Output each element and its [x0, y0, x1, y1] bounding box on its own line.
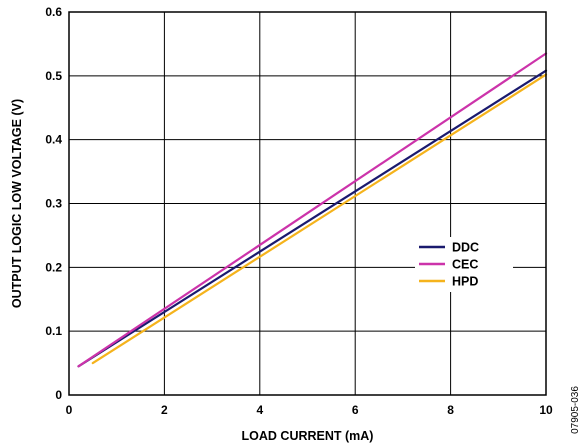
x-tick-labels: 0 2 4 6 8 10 — [66, 403, 553, 417]
plot-frame — [68, 11, 547, 396]
x-tick-label-4: 8 — [447, 403, 454, 417]
grid — [68, 11, 547, 396]
legend: DDC CEC HPD — [415, 237, 513, 292]
x-tick-label-0: 0 — [66, 403, 73, 417]
x-tick-label-1: 2 — [161, 403, 168, 417]
y-tick-label-4: 0.4 — [45, 133, 62, 147]
y-tick-labels: 0 0.1 0.2 0.3 0.4 0.5 0.6 — [45, 5, 62, 402]
series-line-hpd — [91, 73, 548, 365]
series-lines — [77, 52, 548, 368]
x-tick-label-2: 4 — [256, 403, 263, 417]
legend-label-ddc: DDC — [452, 241, 479, 255]
y-axis-title: OUTPUT LOGIC LOW VOLTAGE (V) — [10, 99, 24, 308]
series-line-cec — [77, 52, 548, 368]
legend-label-cec: CEC — [452, 258, 478, 272]
y-tick-label-5: 0.5 — [45, 69, 62, 83]
y-tick-label-1: 0.1 — [45, 324, 62, 338]
x-axis-title: LOAD CURRENT (mA) — [242, 429, 374, 443]
y-tick-label-2: 0.2 — [45, 260, 62, 274]
figure-id: 07905-036 — [570, 386, 581, 434]
y-tick-label-0: 0 — [55, 388, 62, 402]
x-tick-label-3: 6 — [352, 403, 359, 417]
series-line-ddc — [77, 69, 548, 368]
legend-label-hpd: HPD — [452, 275, 478, 289]
y-tick-label-3: 0.3 — [45, 197, 62, 211]
x-tick-label-5: 10 — [539, 403, 553, 417]
y-tick-label-6: 0.6 — [45, 5, 62, 19]
